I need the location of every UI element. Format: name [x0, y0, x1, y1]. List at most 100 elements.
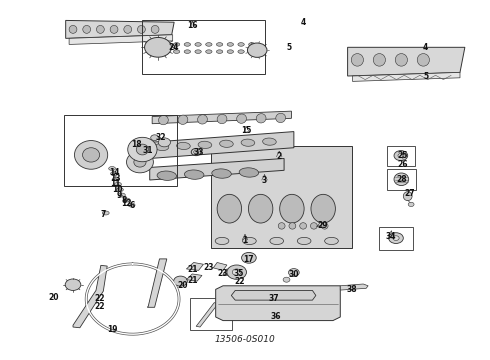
- Polygon shape: [216, 286, 340, 320]
- Bar: [387, 146, 415, 166]
- Text: 6: 6: [129, 201, 134, 210]
- Ellipse shape: [206, 50, 212, 53]
- Ellipse shape: [242, 252, 256, 263]
- Text: 1: 1: [243, 237, 247, 246]
- Text: 14: 14: [109, 168, 120, 177]
- Text: 32: 32: [156, 133, 166, 142]
- Ellipse shape: [134, 157, 146, 167]
- Ellipse shape: [248, 42, 255, 46]
- Ellipse shape: [351, 54, 364, 66]
- Ellipse shape: [321, 223, 328, 229]
- Polygon shape: [211, 146, 352, 248]
- Ellipse shape: [239, 168, 259, 177]
- Ellipse shape: [102, 211, 109, 215]
- Text: 18: 18: [131, 140, 142, 149]
- Ellipse shape: [110, 26, 118, 33]
- Ellipse shape: [283, 277, 290, 282]
- Text: 20: 20: [48, 293, 59, 302]
- Ellipse shape: [394, 173, 409, 185]
- Text: 26: 26: [397, 160, 408, 169]
- Text: 20: 20: [178, 281, 188, 290]
- Text: 11: 11: [110, 179, 121, 188]
- Polygon shape: [150, 158, 284, 180]
- Polygon shape: [340, 284, 368, 290]
- Text: 29: 29: [317, 221, 327, 230]
- Ellipse shape: [206, 42, 212, 46]
- Ellipse shape: [238, 50, 245, 53]
- Ellipse shape: [263, 138, 276, 145]
- Text: 30: 30: [289, 270, 299, 279]
- Text: 22: 22: [95, 294, 105, 303]
- Polygon shape: [186, 274, 202, 281]
- Ellipse shape: [311, 223, 318, 229]
- Ellipse shape: [408, 202, 414, 207]
- Ellipse shape: [289, 269, 299, 276]
- Ellipse shape: [151, 135, 159, 140]
- Ellipse shape: [270, 237, 284, 244]
- Polygon shape: [186, 262, 203, 270]
- Ellipse shape: [276, 113, 286, 123]
- Ellipse shape: [136, 144, 148, 155]
- Polygon shape: [66, 21, 174, 39]
- Bar: [379, 226, 413, 250]
- Text: 12: 12: [122, 199, 132, 208]
- Polygon shape: [73, 265, 107, 328]
- Ellipse shape: [394, 150, 408, 161]
- Ellipse shape: [138, 26, 146, 33]
- Ellipse shape: [157, 171, 176, 180]
- Text: 31: 31: [142, 146, 152, 155]
- Ellipse shape: [117, 188, 123, 192]
- Ellipse shape: [248, 194, 273, 223]
- Ellipse shape: [217, 42, 223, 46]
- Ellipse shape: [227, 265, 246, 279]
- Text: 2: 2: [276, 152, 282, 161]
- Ellipse shape: [158, 138, 171, 147]
- Text: 15: 15: [241, 126, 252, 135]
- Bar: [190, 298, 232, 330]
- Ellipse shape: [227, 42, 234, 46]
- Ellipse shape: [158, 116, 168, 125]
- Ellipse shape: [325, 237, 338, 244]
- Ellipse shape: [128, 137, 157, 162]
- Polygon shape: [213, 262, 227, 270]
- Text: 4: 4: [423, 43, 428, 52]
- Polygon shape: [152, 111, 292, 124]
- Ellipse shape: [389, 233, 403, 243]
- Ellipse shape: [109, 167, 116, 171]
- Ellipse shape: [247, 43, 267, 57]
- Ellipse shape: [173, 42, 180, 46]
- Text: 34: 34: [385, 232, 396, 241]
- Text: 23: 23: [203, 264, 214, 273]
- Ellipse shape: [256, 114, 266, 123]
- Ellipse shape: [195, 50, 201, 53]
- Text: 25: 25: [397, 152, 408, 161]
- Ellipse shape: [128, 203, 135, 207]
- Ellipse shape: [69, 26, 77, 33]
- Ellipse shape: [82, 148, 99, 162]
- Ellipse shape: [280, 194, 304, 223]
- Ellipse shape: [195, 42, 201, 46]
- Text: 36: 36: [270, 312, 281, 321]
- Text: 37: 37: [269, 294, 280, 303]
- Ellipse shape: [393, 236, 399, 240]
- Polygon shape: [196, 303, 218, 327]
- Text: 19: 19: [107, 325, 117, 334]
- Text: 13506-0S010: 13506-0S010: [215, 335, 275, 344]
- Text: 3: 3: [262, 176, 267, 185]
- Text: 28: 28: [396, 175, 407, 184]
- Ellipse shape: [398, 153, 404, 158]
- Text: 4: 4: [301, 18, 306, 27]
- Ellipse shape: [278, 223, 285, 229]
- Polygon shape: [69, 35, 172, 44]
- Ellipse shape: [83, 26, 91, 33]
- Polygon shape: [347, 47, 465, 76]
- Text: 22: 22: [95, 302, 105, 311]
- Ellipse shape: [373, 54, 386, 66]
- Ellipse shape: [155, 143, 169, 150]
- Ellipse shape: [217, 50, 223, 53]
- Text: 5: 5: [423, 72, 428, 81]
- Polygon shape: [147, 259, 167, 307]
- Text: 23: 23: [218, 269, 228, 278]
- Ellipse shape: [403, 192, 412, 201]
- Ellipse shape: [115, 182, 122, 186]
